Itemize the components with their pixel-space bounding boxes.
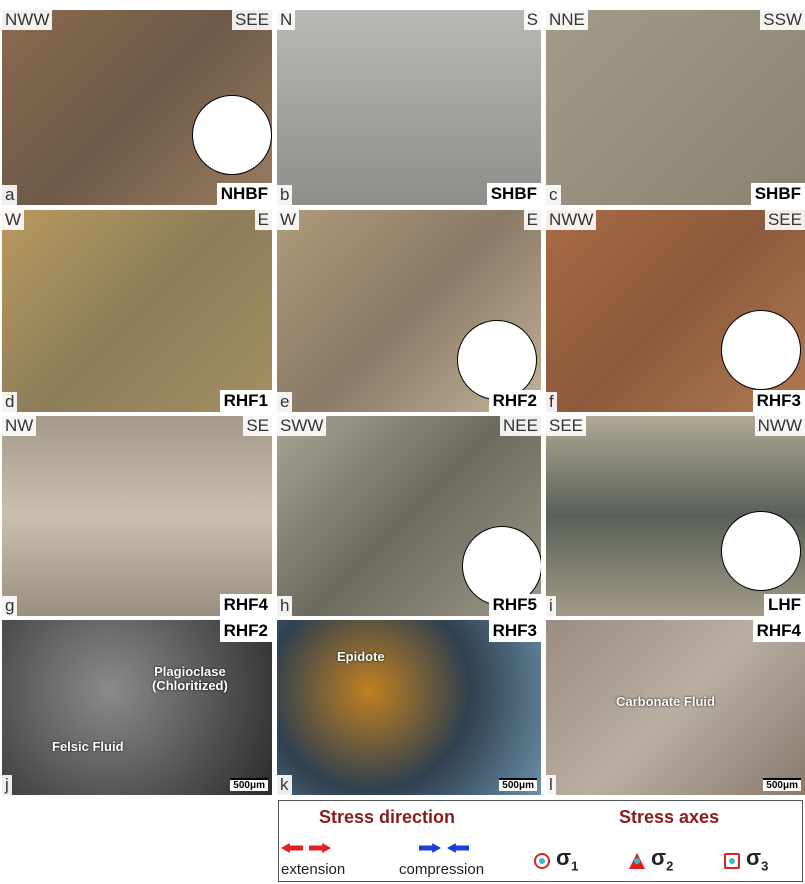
- annotation: Plagioclase (Chloritized): [152, 665, 228, 693]
- panel-letter: e: [277, 392, 293, 412]
- fault-label: RHF3: [752, 390, 805, 412]
- photo-panel: NW SE g RHF4: [2, 416, 272, 616]
- panel-letter: l: [546, 775, 556, 795]
- direction-label: NW: [2, 416, 37, 436]
- fault-label: RHF2: [488, 390, 541, 412]
- axis-symbol: [534, 853, 550, 869]
- annotation-line: Felsic Fluid: [52, 739, 124, 754]
- direction-label: W: [2, 210, 25, 230]
- stereonet: [721, 511, 801, 591]
- direction-label: SEE: [764, 210, 805, 230]
- direction-label: N: [277, 10, 296, 30]
- panel-letter: a: [2, 185, 18, 205]
- direction-label: NEE: [500, 416, 541, 436]
- compression-arrow: [419, 843, 441, 853]
- axis-symbol: [629, 853, 645, 869]
- direction-label: SE: [243, 416, 272, 436]
- fault-label: RHF2: [219, 620, 272, 642]
- direction-label: SEE: [546, 416, 587, 436]
- direction-label: SSW: [760, 10, 805, 30]
- stereonet: [192, 95, 272, 175]
- panel-letter: g: [2, 596, 18, 616]
- scale-bar: 500μm: [763, 778, 801, 791]
- fault-label: RHF5: [488, 594, 541, 616]
- axis-symbol-core: [729, 858, 735, 864]
- axis-label: σ1: [556, 845, 578, 873]
- axis-subscript: 3: [761, 858, 769, 874]
- panel-letter: b: [277, 185, 293, 205]
- panel-letter: j: [2, 775, 12, 795]
- axis-symbol-text: σ: [651, 845, 667, 870]
- annotation-line: Epidote: [337, 649, 385, 664]
- compression-arrow: [447, 843, 469, 853]
- legend: Stress direction extension compression S…: [278, 800, 803, 882]
- axis-symbol-text: σ: [746, 845, 762, 870]
- axis-label: σ3: [746, 845, 768, 873]
- annotation-line: Plagioclase: [154, 664, 226, 679]
- photo-panel: SEE NWW i LHF: [546, 416, 805, 616]
- legend-label: extension: [281, 861, 346, 878]
- legend-title: Stress direction: [319, 807, 456, 827]
- legend-title: Stress axes: [619, 807, 720, 827]
- scale-bar: 500μm: [499, 778, 537, 791]
- photo-panel: l RHF4 500μm Carbonate Fluid: [546, 620, 805, 795]
- axis-subscript: 2: [666, 858, 674, 874]
- photo-panel: NWW SEE a NHBF: [2, 10, 272, 205]
- direction-label: S: [523, 10, 541, 30]
- axis-subscript: 1: [571, 858, 579, 874]
- fault-label: SHBF: [750, 183, 805, 205]
- extension-arrow: [309, 843, 331, 853]
- direction-label: NWW: [546, 210, 597, 230]
- annotation-line: Carbonate Fluid: [616, 694, 715, 709]
- fault-label: LHF: [763, 594, 805, 616]
- photo-panel: SWW NEE h RHF5: [277, 416, 541, 616]
- annotation: Carbonate Fluid: [616, 695, 715, 709]
- axis-symbol-core: [539, 858, 545, 864]
- legend-label: compression: [399, 861, 485, 878]
- panel-letter: f: [546, 392, 557, 412]
- direction-label: W: [277, 210, 300, 230]
- panel-letter: c: [546, 185, 561, 205]
- stereonet: [457, 320, 537, 400]
- stereonet: [462, 526, 541, 606]
- fault-label: SHBF: [486, 183, 541, 205]
- direction-label: SWW: [277, 416, 327, 436]
- extension-arrow: [281, 843, 303, 853]
- direction-label: SEE: [231, 10, 272, 30]
- direction-label: NWW: [2, 10, 53, 30]
- panel-letter: d: [2, 392, 18, 412]
- direction-label: E: [254, 210, 272, 230]
- panel-letter: k: [277, 775, 292, 795]
- axis-label: σ2: [651, 845, 673, 873]
- scale-bar: 500μm: [230, 778, 268, 791]
- fault-label: RHF3: [488, 620, 541, 642]
- axis-symbol-text: σ: [556, 845, 572, 870]
- fault-label: NHBF: [216, 183, 272, 205]
- direction-label: NWW: [754, 416, 805, 436]
- fault-label: RHF1: [219, 390, 272, 412]
- annotation: Epidote: [337, 650, 385, 664]
- panel-letter: h: [277, 596, 293, 616]
- panel-letter: i: [546, 596, 556, 616]
- axis-symbol: [724, 853, 740, 869]
- axis-symbol-core: [634, 858, 640, 864]
- fault-label: RHF4: [219, 594, 272, 616]
- stereonet: [721, 310, 801, 390]
- direction-label: NNE: [546, 10, 588, 30]
- fault-label: RHF4: [752, 620, 805, 642]
- annotation-line: (Chloritized): [152, 678, 228, 693]
- photo-panel: NNE SSW c SHBF: [546, 10, 805, 205]
- photo-panel: k RHF3 500μm Epidote: [277, 620, 541, 795]
- photo-panel: j RHF2 500μm Plagioclase (Chloritized) Felsic…: [2, 620, 272, 795]
- photo-panel: NWW SEE f RHF3: [546, 210, 805, 412]
- direction-label: E: [523, 210, 541, 230]
- annotation: Felsic Fluid: [52, 740, 124, 754]
